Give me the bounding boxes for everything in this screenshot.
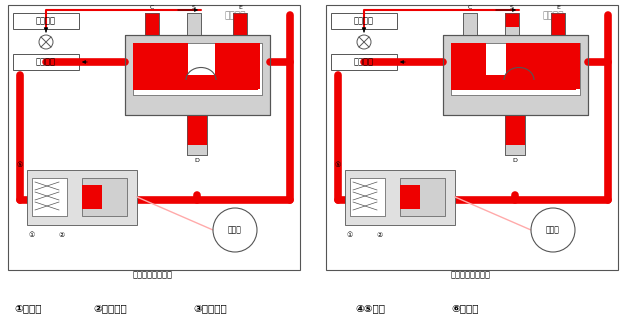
Bar xyxy=(32,178,67,216)
Bar xyxy=(505,13,519,35)
Bar xyxy=(187,13,201,35)
Bar xyxy=(133,75,258,90)
Bar xyxy=(187,115,207,145)
Text: 压缩机: 压缩机 xyxy=(546,225,560,235)
Bar xyxy=(345,170,455,225)
Bar xyxy=(233,13,247,35)
Bar xyxy=(551,13,565,35)
Bar xyxy=(400,185,420,209)
Bar xyxy=(187,13,201,35)
Circle shape xyxy=(357,35,371,49)
Text: 斷電狀態: 斷電狀態 xyxy=(224,12,246,21)
Text: ⑤: ⑤ xyxy=(335,162,341,168)
Text: ①: ① xyxy=(29,232,35,238)
Text: 室外机组: 室外机组 xyxy=(36,57,56,66)
Bar xyxy=(187,115,207,155)
Bar xyxy=(350,178,385,216)
Text: S: S xyxy=(192,5,196,10)
Text: ②: ② xyxy=(377,232,383,238)
Text: ①: ① xyxy=(347,232,353,238)
Bar xyxy=(82,178,127,216)
Text: ②先导滑阀: ②先导滑阀 xyxy=(93,303,127,313)
Bar xyxy=(145,13,159,35)
Bar xyxy=(400,178,445,216)
Bar xyxy=(145,13,159,35)
Bar xyxy=(451,75,576,90)
Bar xyxy=(125,35,270,115)
Bar xyxy=(125,35,270,115)
Bar xyxy=(233,13,247,35)
Bar xyxy=(326,5,618,270)
Text: ⑥主滑阀: ⑥主滑阀 xyxy=(451,303,479,313)
Bar xyxy=(463,13,477,35)
Bar xyxy=(506,43,580,89)
Bar xyxy=(215,43,260,89)
Text: ②: ② xyxy=(59,232,65,238)
Bar xyxy=(443,35,588,115)
Bar xyxy=(505,13,519,27)
Text: E: E xyxy=(556,5,560,10)
Bar xyxy=(331,54,397,70)
Text: ①毛细管: ①毛细管 xyxy=(14,303,42,313)
Text: ④⑤活塞: ④⑤活塞 xyxy=(355,303,385,313)
Circle shape xyxy=(531,208,575,252)
Text: ③压缩弹簧: ③压缩弹簧 xyxy=(193,303,227,313)
Bar xyxy=(463,13,477,35)
Bar xyxy=(505,115,525,155)
Text: 室外机组: 室外机组 xyxy=(354,57,374,66)
Text: D: D xyxy=(195,158,200,163)
Text: 室内机组: 室内机组 xyxy=(36,16,56,25)
Text: ⑤: ⑤ xyxy=(17,162,23,168)
Text: 室内机组: 室内机组 xyxy=(354,16,374,25)
Text: D: D xyxy=(513,158,517,163)
Text: 圖二（制熱循環）: 圖二（制熱循環） xyxy=(451,271,491,280)
Text: 压缩机: 压缩机 xyxy=(228,225,242,235)
Bar xyxy=(13,13,79,29)
Bar xyxy=(233,13,247,35)
Bar xyxy=(13,54,79,70)
Bar xyxy=(187,115,207,155)
Bar xyxy=(27,170,137,225)
Text: C: C xyxy=(150,5,154,10)
Bar xyxy=(8,5,300,270)
Text: 通電狀態: 通電狀態 xyxy=(542,12,564,21)
Circle shape xyxy=(213,208,257,252)
Bar xyxy=(331,13,397,29)
Bar xyxy=(551,13,565,35)
Bar xyxy=(505,115,525,145)
Bar xyxy=(443,35,588,115)
Bar xyxy=(451,43,486,89)
Bar xyxy=(133,43,262,95)
Bar xyxy=(82,185,102,209)
Circle shape xyxy=(39,35,53,49)
Bar xyxy=(505,13,519,35)
Bar xyxy=(145,13,159,35)
Text: S: S xyxy=(510,5,514,10)
Bar xyxy=(505,115,525,155)
Text: C: C xyxy=(468,5,472,10)
Bar xyxy=(133,43,188,89)
Text: 圖一（制冷循環）: 圖一（制冷循環） xyxy=(133,271,173,280)
Bar xyxy=(451,43,580,95)
Text: E: E xyxy=(238,5,242,10)
Bar xyxy=(551,13,565,35)
